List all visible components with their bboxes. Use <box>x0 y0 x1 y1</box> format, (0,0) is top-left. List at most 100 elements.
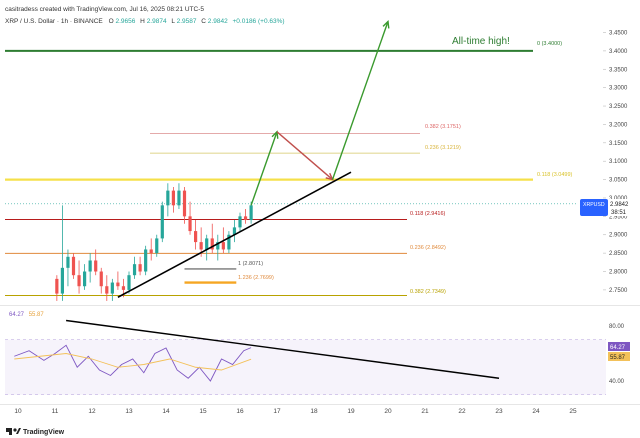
projection-arrow-up-2 <box>331 21 389 180</box>
fib-1236-label: 1.236 (2.7699) <box>238 275 274 281</box>
o-label: O <box>109 18 114 25</box>
projection-arrow-up-2-head <box>382 19 390 29</box>
fib-0382-top-label: 0.382 (3.1751) <box>425 124 461 130</box>
candle-body <box>127 275 131 290</box>
candle-body <box>182 190 187 217</box>
candle-body <box>194 231 198 243</box>
time-tick-label: 17 <box>273 408 281 415</box>
fib-0118-label: 0.118 (2.9416) <box>410 211 446 217</box>
candle-body <box>199 242 203 250</box>
price-tick-label: 3.4000 <box>609 49 628 55</box>
rsi-tick-label: 40.00 <box>609 379 625 385</box>
rsi-line <box>14 344 252 382</box>
price-tick-label: 2.9500 <box>609 214 628 220</box>
candle-body <box>121 286 126 290</box>
time-tick-label: 23 <box>495 408 503 415</box>
candle-body <box>144 249 148 272</box>
price-tick-label: 3.1000 <box>609 159 628 165</box>
fib-0-label: 0 (3.4000) <box>537 41 562 47</box>
price-tick-label: 3.4500 <box>609 31 628 37</box>
price-tick-label: 3.1500 <box>609 141 628 147</box>
candle-body <box>221 242 225 250</box>
brand-text: TradingView <box>23 429 65 436</box>
symbol-name: XRP / U.S. Dollar · 1h · BINANCE <box>5 18 103 25</box>
time-tick-label: 24 <box>532 408 540 415</box>
price-tick-label: 3.3000 <box>609 86 628 92</box>
l-value: 2.9587 <box>177 18 197 25</box>
projection-arrow-down <box>276 131 333 181</box>
fib-0118-top-label: 0.118 (3.0499) <box>537 172 573 178</box>
tradingview-logo-icon <box>6 428 21 435</box>
price-tick-label: 3.2000 <box>609 122 628 128</box>
badge-symbol: XRPUSD <box>583 202 605 208</box>
rsi-legend-a: 64.27 <box>9 312 25 318</box>
badge-countdown: 38:51 <box>611 210 627 216</box>
candle-body <box>210 238 214 250</box>
candle-body <box>77 275 81 287</box>
support-trendline <box>117 171 352 298</box>
time-tick-label: 25 <box>569 408 577 415</box>
fib-1-label: 1 (2.8071) <box>238 261 263 267</box>
price-tick-label: 3.2500 <box>609 104 628 110</box>
time-tick-label: 10 <box>14 408 22 415</box>
candle-body <box>55 278 59 294</box>
time-tick-label: 20 <box>384 408 392 415</box>
h-label: H <box>140 18 145 25</box>
candle-body <box>216 242 220 250</box>
price-tick-label: 2.8500 <box>609 251 628 257</box>
time-tick-label: 19 <box>347 408 355 415</box>
ath-label: All-time high! <box>452 36 510 47</box>
time-tick-label: 13 <box>125 408 133 415</box>
rsi-band <box>5 339 606 395</box>
rsi-tick-label: 80.00 <box>609 324 625 330</box>
time-tick-label: 15 <box>199 408 207 415</box>
fib-levels <box>5 49 578 296</box>
rsi-pane: 80.00 40.00 <box>5 319 625 396</box>
time-tick-label: 12 <box>88 408 96 415</box>
candle-body <box>99 271 103 287</box>
candle-body <box>249 205 253 221</box>
candle-body <box>177 190 181 206</box>
drawings[interactable] <box>117 19 390 298</box>
candle-body <box>160 205 164 239</box>
h-value: 2.9874 <box>147 18 167 25</box>
rsi-legend-b: 55.87 <box>29 312 45 318</box>
fib-0382-label: 0.382 (2.7349) <box>410 289 446 295</box>
price-tick-label: 2.9000 <box>609 233 628 239</box>
time-tick-label: 22 <box>458 408 466 415</box>
footer: TradingView <box>6 428 65 436</box>
candle-body <box>116 282 120 287</box>
time-tick-label: 14 <box>162 408 170 415</box>
candle-body <box>94 260 98 272</box>
time-tick-label: 16 <box>236 408 244 415</box>
candle-body <box>243 216 248 221</box>
fib-0236-label: 0.236 (2.8492) <box>410 245 446 251</box>
symbol-title: XRP / U.S. Dollar · 1h · BINANCE O 2.965… <box>5 18 285 25</box>
time-tick-label: 18 <box>310 408 318 415</box>
candle-body <box>232 227 237 235</box>
c-label: C <box>201 18 206 25</box>
candle-body <box>238 216 242 228</box>
projection-arrow-up-1 <box>250 131 278 206</box>
candle-body <box>171 190 175 206</box>
price-tick-label: 2.7500 <box>609 288 628 294</box>
price-tick-label: 3.0000 <box>609 196 628 202</box>
candle-body <box>71 256 76 276</box>
rsi-ma-line <box>14 353 252 371</box>
candle-body <box>166 190 170 206</box>
price-tick-label: 2.8000 <box>609 270 628 276</box>
rsi-legend: 64.27 55.87 <box>9 312 44 318</box>
price-axis[interactable]: 3.4500 3.4000 3.3500 3.3000 3.2500 3.2000 3.15… <box>603 31 628 294</box>
change-value: +0.0186 (+0.63%) <box>233 18 285 25</box>
candle-body <box>110 282 114 294</box>
candle-body <box>88 260 92 272</box>
credit-text: casitradess created with TradingView.com… <box>5 6 204 13</box>
time-axis[interactable]: 10 11 12 13 14 15 16 17 18 19 20 21 22 23 24 25 <box>14 408 577 415</box>
candle-body <box>155 238 159 254</box>
l-label: L <box>171 18 175 25</box>
candle-body <box>83 271 87 287</box>
price-badge: XRPUSD 2.9842 38:51 <box>580 199 634 216</box>
fib-0236-top-label: 0.236 (3.1219) <box>425 145 461 151</box>
time-tick-label: 21 <box>421 408 429 415</box>
